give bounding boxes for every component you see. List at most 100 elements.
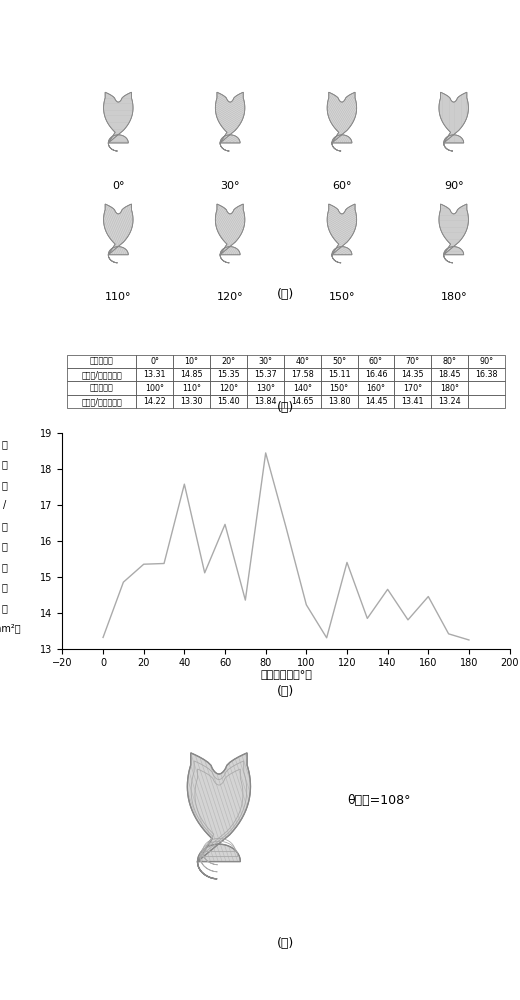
Text: 14.22: 14.22: [144, 397, 166, 406]
Text: 150°: 150°: [330, 384, 349, 393]
Text: 15.37: 15.37: [254, 370, 277, 379]
Text: 18.45: 18.45: [438, 370, 461, 379]
Bar: [432, 381, 468, 395]
Bar: [432, 355, 468, 368]
Bar: [247, 395, 284, 408]
Text: 30°: 30°: [220, 181, 240, 191]
Text: 150°: 150°: [329, 292, 355, 302]
Text: 16.46: 16.46: [365, 370, 387, 379]
Bar: [136, 368, 173, 381]
Text: (ｄ): (ｄ): [277, 937, 295, 950]
Bar: [358, 355, 395, 368]
Bar: [67, 381, 136, 395]
Bar: [247, 368, 284, 381]
Text: 13.41: 13.41: [401, 397, 424, 406]
Text: 充: 充: [2, 480, 7, 490]
Polygon shape: [187, 753, 251, 879]
Text: /: /: [3, 500, 6, 510]
Text: 130°: 130°: [256, 384, 275, 393]
Bar: [210, 381, 247, 395]
Text: θ最优=108°: θ最优=108°: [347, 794, 411, 807]
Text: 60°: 60°: [369, 357, 383, 366]
Bar: [321, 355, 358, 368]
Bar: [468, 395, 505, 408]
Bar: [395, 395, 432, 408]
Text: (ａ): (ａ): [277, 288, 295, 301]
Text: 15.35: 15.35: [217, 370, 240, 379]
Text: 16.38: 16.38: [475, 370, 498, 379]
Bar: [173, 395, 210, 408]
Text: （mm²）: （mm²）: [0, 624, 21, 634]
Text: 13.84: 13.84: [254, 397, 277, 406]
Bar: [358, 381, 395, 395]
Text: 110°: 110°: [105, 292, 132, 302]
Text: (ｃ): (ｃ): [277, 685, 295, 698]
Polygon shape: [439, 92, 469, 151]
Text: 180°: 180°: [440, 292, 467, 302]
Text: 充: 充: [2, 562, 7, 572]
Text: 填: 填: [2, 542, 7, 552]
Text: 14.85: 14.85: [180, 370, 203, 379]
Text: 扯描线值角: 扯描线值角: [89, 384, 113, 393]
Polygon shape: [439, 204, 469, 263]
Bar: [395, 381, 432, 395]
Text: (ｂ): (ｂ): [277, 401, 295, 414]
Text: 120°: 120°: [219, 384, 238, 393]
Text: 13.30: 13.30: [180, 397, 203, 406]
Text: 扯描线值角: 扯描线值角: [89, 357, 113, 366]
Bar: [284, 381, 321, 395]
Bar: [358, 368, 395, 381]
Bar: [395, 355, 432, 368]
Polygon shape: [103, 204, 133, 263]
Bar: [173, 368, 210, 381]
Polygon shape: [103, 92, 133, 151]
Text: 170°: 170°: [404, 384, 422, 393]
Text: 14.65: 14.65: [291, 397, 314, 406]
Text: 过: 过: [2, 439, 7, 449]
Bar: [173, 355, 210, 368]
Bar: [210, 355, 247, 368]
Text: 30°: 30°: [258, 357, 272, 366]
Text: 13.31: 13.31: [144, 370, 166, 379]
Bar: [210, 395, 247, 408]
Bar: [136, 395, 173, 408]
Bar: [321, 381, 358, 395]
Text: 10°: 10°: [185, 357, 199, 366]
Text: 0°: 0°: [150, 357, 159, 366]
Text: 180°: 180°: [440, 384, 459, 393]
Bar: [468, 368, 505, 381]
Text: 100°: 100°: [145, 384, 164, 393]
Text: 50°: 50°: [332, 357, 346, 366]
Bar: [395, 368, 432, 381]
Polygon shape: [215, 92, 245, 151]
Text: 0°: 0°: [112, 181, 125, 191]
Bar: [173, 381, 210, 395]
Bar: [67, 395, 136, 408]
Bar: [247, 381, 284, 395]
Text: 15.11: 15.11: [328, 370, 350, 379]
Text: 60°: 60°: [332, 181, 352, 191]
Text: 13.24: 13.24: [438, 397, 461, 406]
Text: 110°: 110°: [182, 384, 201, 393]
Bar: [432, 395, 468, 408]
Bar: [284, 368, 321, 381]
Bar: [468, 381, 505, 395]
Text: 70°: 70°: [406, 357, 420, 366]
Bar: [321, 368, 358, 381]
Bar: [136, 381, 173, 395]
Text: 填: 填: [2, 459, 7, 469]
Polygon shape: [327, 92, 357, 151]
Text: 14.45: 14.45: [365, 397, 387, 406]
Text: 17.58: 17.58: [291, 370, 314, 379]
Text: 140°: 140°: [293, 384, 311, 393]
Bar: [247, 355, 284, 368]
Bar: [468, 355, 505, 368]
Text: 15.40: 15.40: [217, 397, 240, 406]
X-axis label: 扯描线值角（°）: 扯描线值角（°）: [260, 670, 312, 680]
Text: 14.35: 14.35: [401, 370, 424, 379]
Bar: [67, 368, 136, 381]
Bar: [284, 395, 321, 408]
Polygon shape: [215, 204, 245, 263]
Text: 40°: 40°: [295, 357, 309, 366]
Text: 120°: 120°: [217, 292, 243, 302]
